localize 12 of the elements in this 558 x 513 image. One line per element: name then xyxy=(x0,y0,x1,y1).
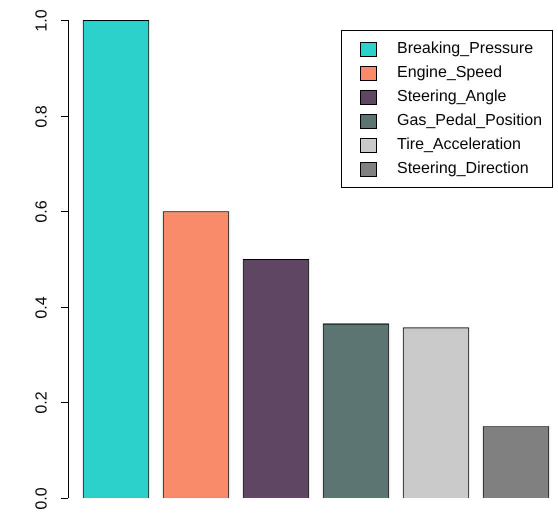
y-tick-label: 0.8 xyxy=(33,105,50,128)
y-tick-label: 0.2 xyxy=(33,391,50,414)
legend-label: Breaking_Pressure xyxy=(397,40,534,58)
y-tick-label: 0.6 xyxy=(33,200,50,223)
legend-label: Engine_Speed xyxy=(397,64,502,82)
legend-label: Gas_Pedal_Position xyxy=(397,112,542,130)
legend-label: Steering_Direction xyxy=(397,160,529,178)
legend-label: Steering_Angle xyxy=(397,88,506,106)
y-tick-label: 0.0 xyxy=(33,487,50,510)
y-tick-label: 1.0 xyxy=(33,9,50,32)
y-tick-label: 0.4 xyxy=(33,296,50,319)
legend-label: Tire_Acceleration xyxy=(397,136,521,154)
